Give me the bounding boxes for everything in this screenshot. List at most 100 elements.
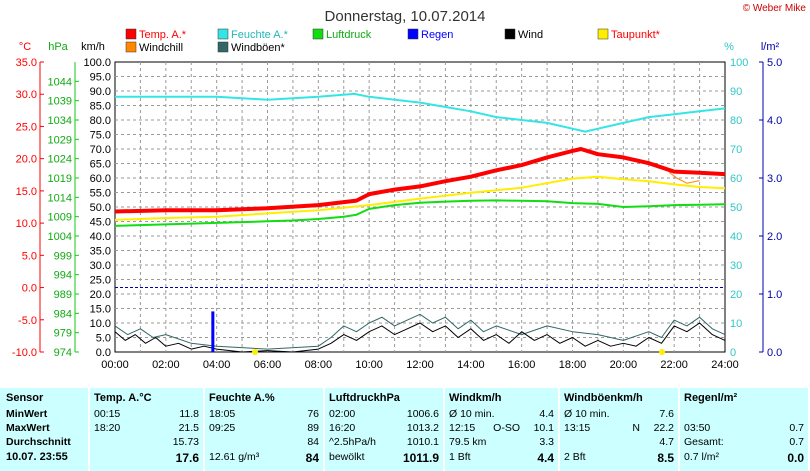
tick-label-humidity: 40 xyxy=(730,231,742,243)
stats-cell-label: 12.61 g/m³ xyxy=(209,451,260,463)
stats-column-header: Windböenkm/h xyxy=(564,392,674,406)
tick-label-temp: 25.0 xyxy=(16,121,37,133)
stats-column-name: Regen xyxy=(684,392,718,404)
tick-label-time: 22:00 xyxy=(660,359,688,371)
tick-label-wind: 15.0 xyxy=(90,304,111,316)
stats-cell-label: 03:50 xyxy=(684,422,711,434)
stats-column-2: Feuchte A.% 18:05 76 09:25 89 84 12.61 g/m³ 84 xyxy=(205,388,325,471)
legend-label: Feuchte A.* xyxy=(231,29,289,41)
stats-cell-value: 1010.1 xyxy=(406,436,439,448)
stats-cell-label: 0.7 l/m² xyxy=(684,451,720,463)
tick-label-pressure: 1019 xyxy=(48,173,72,185)
series-gusts-line xyxy=(114,313,726,350)
stats-cell-value: 89 xyxy=(307,422,319,434)
series-windchill-line xyxy=(668,171,700,184)
stats-cell-row: 15.73 xyxy=(94,436,199,449)
tick-label-time: 02:00 xyxy=(152,359,180,371)
tick-label-time: 18:00 xyxy=(559,359,587,371)
tick-label-rain: 4.0 xyxy=(767,115,782,127)
tick-label-time: 04:00 xyxy=(203,359,231,371)
stats-column-name: Wind xyxy=(449,392,476,404)
stats-sensor-header: Sensor xyxy=(6,392,44,404)
tick-label-pressure: 1039 xyxy=(48,96,72,108)
stats-cell-value: 1006.6 xyxy=(406,408,439,420)
tick-label-wind: 40.0 xyxy=(90,231,111,243)
stats-cell-row: Ø 10 min. 7.6 xyxy=(564,408,674,421)
tick-label-humidity: 70 xyxy=(730,144,742,156)
tick-label-wind: 85.0 xyxy=(90,101,111,113)
tick-label-wind: 10.0 xyxy=(90,318,111,330)
tick-label-temp: 5.0 xyxy=(22,250,37,262)
tick-label-wind: 75.0 xyxy=(90,130,111,142)
stats-cell-label: 1 Bft xyxy=(449,451,471,463)
legend-label: Windböen* xyxy=(231,42,286,54)
tick-label-pressure: 1034 xyxy=(48,115,72,127)
tick-label-wind: 5.0 xyxy=(96,333,111,345)
tick-label-pressure: 974 xyxy=(54,347,72,359)
stats-cell-label: 09:25 xyxy=(209,422,236,434)
stats-label-column: Sensor MinWert MaxWert Durchschnitt 10.07. 2… xyxy=(0,388,90,471)
tick-label-wind: 100.0 xyxy=(83,57,111,69)
tick-label-time: 00:00 xyxy=(101,359,129,371)
stats-cell-value: 11.8 xyxy=(179,408,199,420)
axis-label-temp: °C xyxy=(19,41,31,53)
stats-column-unit: °C xyxy=(139,392,152,404)
tick-label-temp: 0.0 xyxy=(22,283,37,295)
tick-label-temp: -5.0 xyxy=(18,315,37,327)
legend-swatch xyxy=(312,28,324,40)
tick-label-time: 20:00 xyxy=(610,359,638,371)
stats-cell-row: 17.6 xyxy=(94,451,199,465)
stats-column-name: Luftdruck xyxy=(329,392,380,404)
tick-label-time: 06:00 xyxy=(254,359,282,371)
tick-label-time: 14:00 xyxy=(457,359,485,371)
axis-label-humidity: % xyxy=(724,41,734,53)
stats-cell-value: 15.73 xyxy=(172,436,199,448)
legend-swatch xyxy=(407,28,419,40)
stats-cell-label: 16:20 xyxy=(329,422,356,434)
tick-label-rain: 0.0 xyxy=(767,347,782,359)
stats-cell-row: ^2.5hPa/h 1010.1 xyxy=(329,436,439,449)
stats-cell-label: Gesamt: xyxy=(684,436,724,448)
stats-cell-label: 12:15 xyxy=(449,422,476,434)
stats-cell-label: 18:05 xyxy=(209,408,236,420)
stats-cell-value: 17.6 xyxy=(175,451,199,465)
tick-label-wind: 90.0 xyxy=(90,86,111,98)
tick-label-pressure: 979 xyxy=(54,328,72,340)
tick-label-wind: 30.0 xyxy=(90,260,111,272)
stats-column-unit: km/h xyxy=(475,392,502,404)
stats-column-header: Regenl/m² xyxy=(684,392,804,406)
tick-label-pressure: 989 xyxy=(54,289,72,301)
stats-cell-label: ^2.5hPa/h xyxy=(329,436,376,448)
series-temp-line xyxy=(114,147,726,214)
weather-chart: Donnerstag, 10.07.2014 °C hPa km/h% l/m² 35.0… xyxy=(10,8,782,386)
stats-cell-row: 09:25 89 xyxy=(209,422,319,435)
legend-label: Taupunkt* xyxy=(611,29,661,41)
stats-cell-value: 0.7 xyxy=(789,422,804,434)
tick-label-wind: 95.0 xyxy=(90,72,111,84)
stats-row-label-now: 10.07. 23:55 xyxy=(6,451,84,464)
stats-cell-value: 7.6 xyxy=(659,408,674,420)
tick-label-wind: 70.0 xyxy=(90,144,111,156)
tick-label-pressure: 1014 xyxy=(48,192,72,204)
stats-column-header: LuftdruckhPa xyxy=(329,392,439,406)
stats-row-label-avg: Durchschnitt xyxy=(6,436,84,449)
tick-label-humidity: 60 xyxy=(730,173,742,185)
legend-swatch xyxy=(504,28,516,40)
stats-cell-value: 4.4 xyxy=(539,408,554,420)
stats-cell-row: 2 Bft 8.5 xyxy=(564,451,674,465)
tick-label-time: 10:00 xyxy=(355,359,383,371)
statistics-table: Sensor MinWert MaxWert Durchschnitt 10.07. 2… xyxy=(0,388,810,471)
stats-column-5: Windböenkm/h Ø 10 min. 7.6 13:15 N 22.2 4.7 2 B… xyxy=(560,388,680,471)
tick-label-temp: -10.0 xyxy=(12,347,37,359)
stats-column-header: Feuchte A.% xyxy=(209,392,319,406)
tick-label-humidity: 20 xyxy=(730,289,742,301)
tick-label-temp: 20.0 xyxy=(16,154,37,166)
stats-cell-row: 84 xyxy=(209,436,319,449)
stats-cell-direction: N xyxy=(632,422,640,434)
tick-label-pressure: 994 xyxy=(54,270,72,282)
tick-label-humidity: 10 xyxy=(730,318,742,330)
tick-label-pressure: 1004 xyxy=(48,231,72,243)
stats-cell-row: 16:20 1013.2 xyxy=(329,422,439,435)
stats-column-unit: hPa xyxy=(379,392,400,404)
stats-cell-value: 0.0 xyxy=(787,451,804,465)
